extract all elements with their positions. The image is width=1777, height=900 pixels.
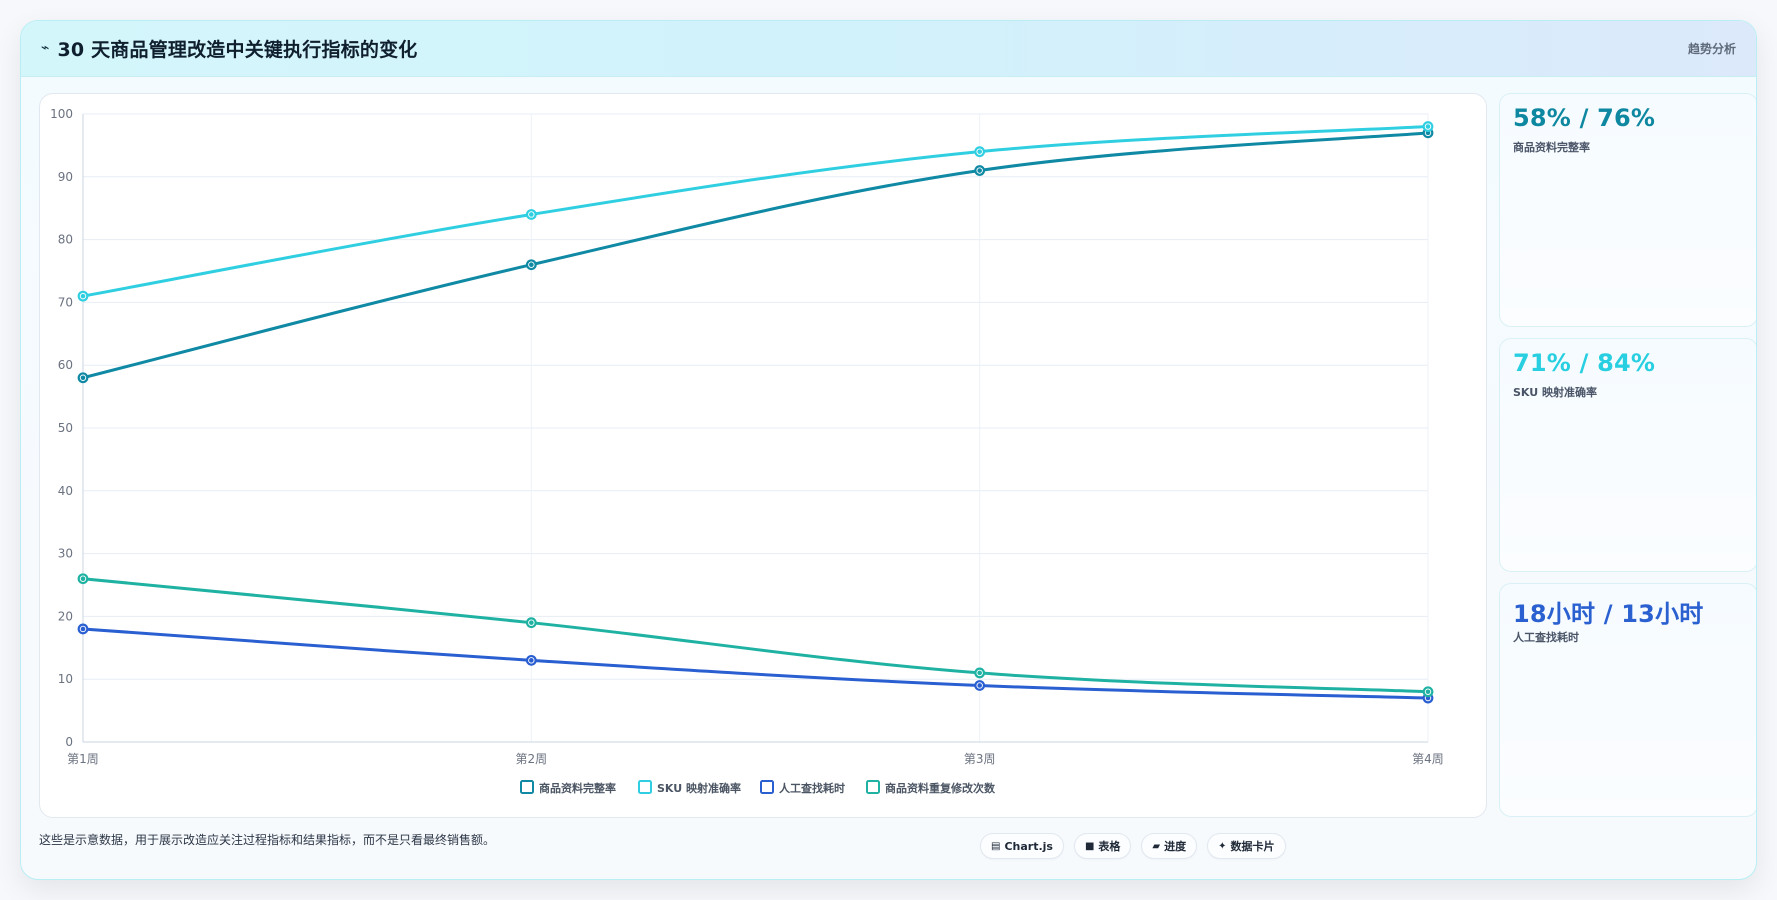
series-line-2 xyxy=(81,627,1430,700)
series-point-fill-0-2 xyxy=(977,168,982,173)
series-point-fill-3-1 xyxy=(529,620,534,625)
metric-value: 71% / 84% xyxy=(1513,349,1656,377)
series-point-fill-2-1 xyxy=(529,658,534,663)
y-tick-label-90: 90 xyxy=(58,170,73,184)
legend-swatch-1[interactable] xyxy=(638,780,652,794)
series-point-fill-2-0 xyxy=(80,626,86,632)
metric-cards: 58% / 76% 商品资料完整率 71% / 84% SKU 映射准确率 18… xyxy=(1499,93,1756,817)
y-tick-label-50: 50 xyxy=(58,421,73,435)
legend-swatch-inner-3 xyxy=(869,783,877,791)
trend-analysis-label: 趋势分析 xyxy=(1687,42,1736,56)
table-icon: ■ xyxy=(1084,840,1095,852)
legend-swatch-inner-2 xyxy=(763,783,771,791)
line-chart-panel: 0 10 20 30 40 50 60 70 80 90 100 第1周 第2周 第3周 第4周 商品资料完… xyxy=(39,93,1487,818)
y-tick-label-100: 100 xyxy=(50,107,73,121)
y-tick-label-20: 20 xyxy=(58,609,73,623)
metric-card-completeness: 58% / 76% 商品资料完整率 xyxy=(1499,93,1756,327)
series-point-fill-2-2 xyxy=(977,683,982,688)
series-point-fill-3-0 xyxy=(80,576,86,582)
legend-label-2[interactable]: 人工查找耗时 xyxy=(779,781,845,795)
metric-value: 18小时 / 13小时 xyxy=(1513,600,1704,628)
chip-chartjs[interactable]: ▤ Chart.js xyxy=(980,833,1064,859)
metric-card-lookup-time: 18小时 / 13小时 人工查找耗时 xyxy=(1499,583,1756,817)
feature-chips: ▤ Chart.js ■ 表格 ▰ 进度 ✦ 数据卡片 xyxy=(980,833,1286,859)
series-point-fill-0-0 xyxy=(80,375,86,381)
y-tick-label-80: 80 xyxy=(58,233,73,247)
legend-swatch-2[interactable] xyxy=(760,780,774,794)
metric-value: 58% / 76% xyxy=(1513,104,1656,132)
metric-label: 人工查找耗时 xyxy=(1513,631,1579,644)
y-tick-label-30: 30 xyxy=(58,547,73,561)
legend: 商品资料完整率 SKU 映射准确率 人工查找耗时 商品资料重复修改次数 xyxy=(520,780,996,795)
series-point-fill-1-0 xyxy=(80,293,86,299)
y-tick-label-70: 70 xyxy=(58,295,73,309)
card-header: ⌁ 30 天商品管理改造中关键执行指标的变化 趋势分析 xyxy=(21,21,1756,77)
chip-progress[interactable]: ▰ 进度 xyxy=(1141,833,1198,859)
legend-label-0[interactable]: 商品资料完整率 xyxy=(539,781,616,795)
series-line-0 xyxy=(81,131,1430,380)
metric-label: SKU 映射准确率 xyxy=(1513,386,1598,399)
chip-label: 进度 xyxy=(1164,840,1187,853)
grid xyxy=(82,113,1429,743)
legend-swatch-inner-1 xyxy=(641,783,649,791)
y-tick-label-0: 0 xyxy=(65,735,73,749)
footer-note: 这些是示意数据，用于展示改造应关注过程指标和结果指标，而不是只看最终销售额。 xyxy=(39,833,496,847)
title-wrap: ⌁ 30 天商品管理改造中关键执行指标的变化 xyxy=(41,35,418,62)
trend-line-icon: ⌁ xyxy=(41,39,50,56)
chip-table[interactable]: ■ 表格 xyxy=(1073,833,1132,859)
chip-label: 表格 xyxy=(1098,840,1121,853)
metric-card-sku-accuracy: 71% / 84% SKU 映射准确率 xyxy=(1499,338,1756,572)
series-point-fill-1-1 xyxy=(529,212,534,217)
axes: 0 10 20 30 40 50 60 70 80 90 100 第1周 第2周 第3周 第4周 xyxy=(50,107,1444,766)
x-tick-label-3: 第4周 xyxy=(1412,752,1444,766)
series-point-fill-3-3 xyxy=(1425,689,1431,695)
progress-icon: ▰ xyxy=(1152,840,1161,852)
chip-label: Chart.js xyxy=(1004,839,1053,853)
series-point-fill-1-3 xyxy=(1425,124,1431,129)
legend-swatch-inner-0 xyxy=(523,783,531,791)
y-tick-label-10: 10 xyxy=(58,672,73,686)
legend-swatch-0[interactable] xyxy=(520,780,534,794)
x-tick-label-2: 第3周 xyxy=(964,752,996,766)
metric-label: 商品资料完整率 xyxy=(1513,141,1590,154)
series-layer xyxy=(77,121,1434,704)
series-line-1 xyxy=(81,125,1430,298)
series-point-fill-3-2 xyxy=(977,670,982,676)
legend-label-1[interactable]: SKU 映射准确率 xyxy=(657,781,741,795)
chart-icon: ▤ xyxy=(991,840,1001,852)
series-line-3 xyxy=(81,577,1430,694)
series-point-fill-0-1 xyxy=(529,262,534,268)
x-tick-label-1: 第2周 xyxy=(516,752,548,766)
chart-card: ⌁ 30 天商品管理改造中关键执行指标的变化 趋势分析 0 10 20 30 40 50 6… xyxy=(20,20,1757,880)
y-tick-label-60: 60 xyxy=(58,358,73,372)
page-title: 30 天商品管理改造中关键执行指标的变化 xyxy=(57,39,418,61)
sparkle-icon: ✦ xyxy=(1218,840,1227,852)
chip-data-card[interactable]: ✦ 数据卡片 xyxy=(1207,833,1286,859)
chip-label: 数据卡片 xyxy=(1230,840,1275,853)
legend-label-3[interactable]: 商品资料重复修改次数 xyxy=(885,781,996,795)
y-tick-label-40: 40 xyxy=(58,484,73,498)
legend-swatch-3[interactable] xyxy=(866,780,880,794)
line-chart: 0 10 20 30 40 50 60 70 80 90 100 第1周 第2周 第3周 第4周 商品资料完… xyxy=(50,107,1444,795)
series-point-fill-1-2 xyxy=(977,149,982,154)
x-tick-label-0: 第1周 xyxy=(67,752,99,766)
